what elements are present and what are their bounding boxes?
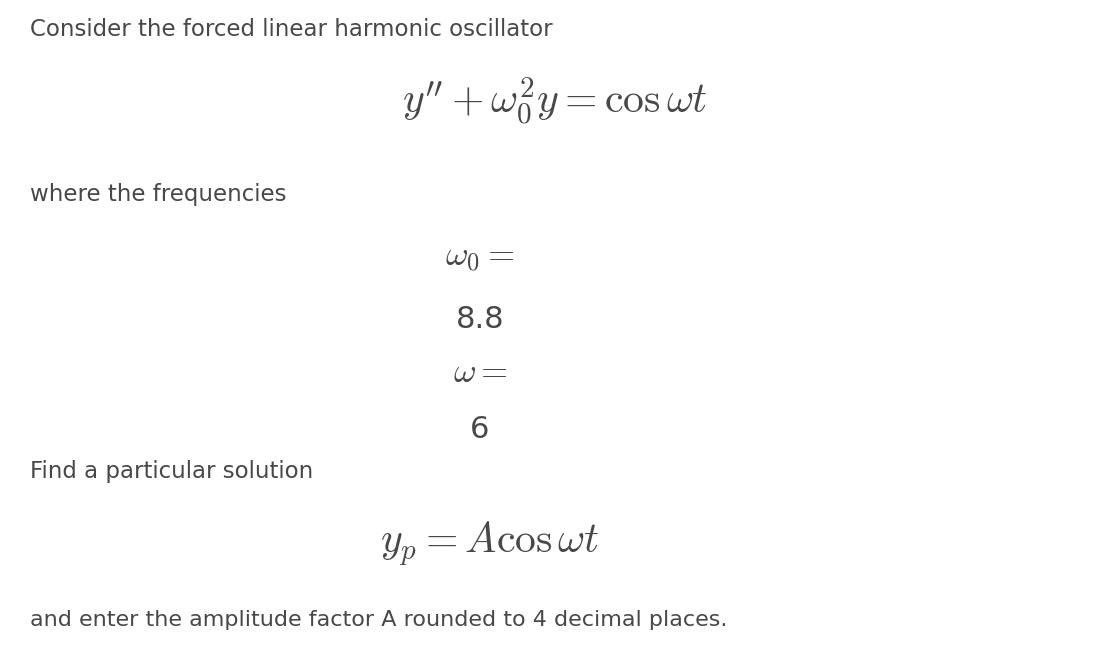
Text: $\omega =$: $\omega =$ — [452, 355, 508, 389]
Text: Find a particular solution: Find a particular solution — [30, 460, 313, 483]
Text: 8.8: 8.8 — [456, 305, 504, 334]
Text: $y'' + \omega_0^2 y = \cos \omega t$: $y'' + \omega_0^2 y = \cos \omega t$ — [402, 75, 708, 127]
Text: $\omega_0 =$: $\omega_0 =$ — [446, 240, 514, 274]
Text: Consider the forced linear harmonic oscillator: Consider the forced linear harmonic osci… — [30, 18, 552, 41]
Text: where the frequencies: where the frequencies — [30, 183, 287, 206]
Text: and enter the amplitude factor A rounded to 4 decimal places.: and enter the amplitude factor A rounded… — [30, 610, 728, 630]
Text: $y_p = A \cos \omega t$: $y_p = A \cos \omega t$ — [380, 520, 600, 569]
Text: 6: 6 — [470, 415, 490, 444]
